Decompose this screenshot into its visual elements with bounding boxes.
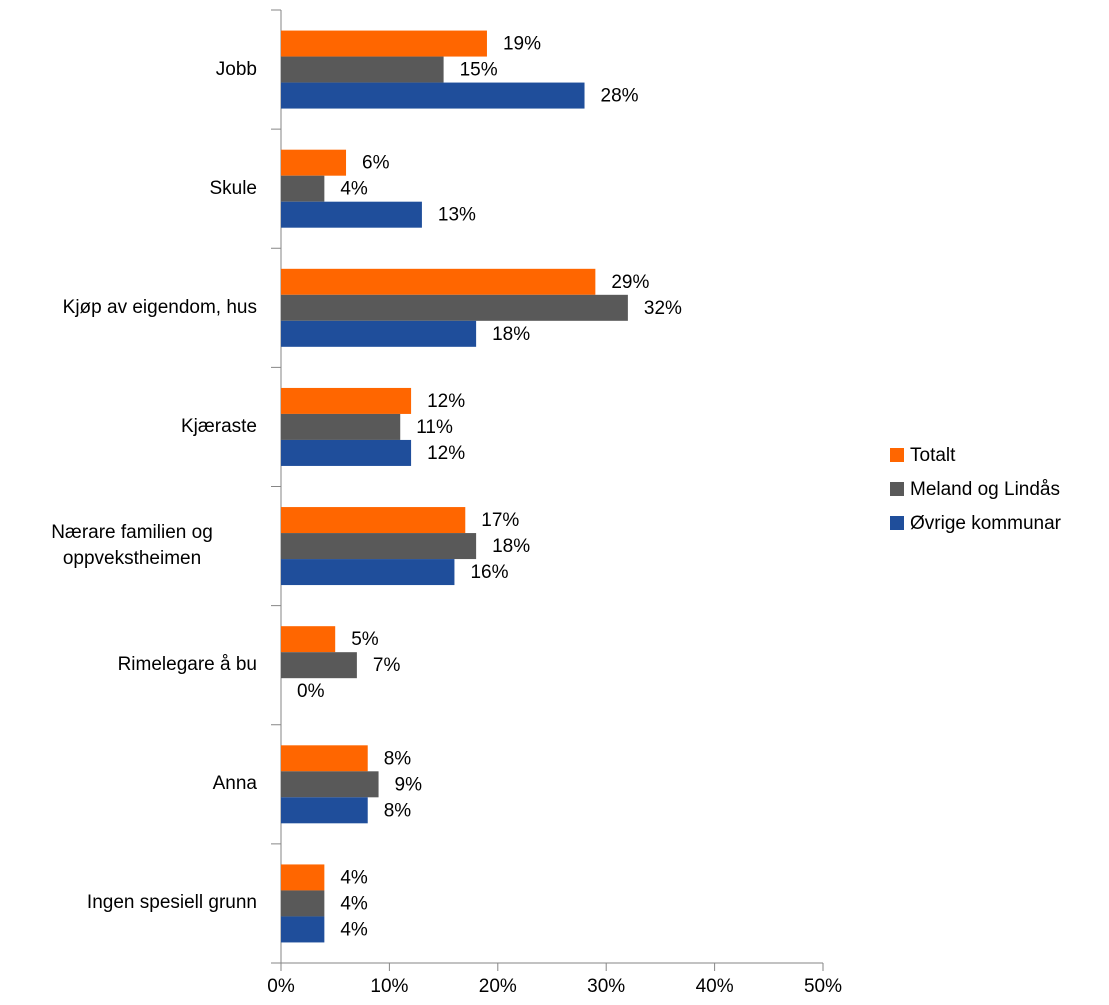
category-label: Skule — [209, 176, 257, 202]
category-label-text: Skule — [209, 177, 257, 199]
category-label: Rimelegare å bu — [118, 652, 257, 678]
bar — [281, 439, 412, 466]
bar — [281, 559, 455, 586]
bar — [281, 387, 412, 414]
bar — [281, 268, 596, 295]
value-label: 18% — [492, 536, 530, 557]
category-label-text: Jobb — [215, 58, 257, 80]
bar — [281, 30, 487, 57]
bar — [281, 916, 325, 943]
category-label: Jobb — [216, 57, 257, 83]
value-label: 16% — [470, 562, 508, 583]
category-label-text: Nærare familien og oppvekstheimen — [51, 522, 213, 570]
value-label: 4% — [340, 893, 368, 914]
legend-swatch — [890, 448, 904, 462]
x-tick-label: 40% — [696, 976, 734, 997]
value-label: 6% — [362, 153, 390, 174]
value-label: 32% — [644, 298, 682, 319]
category-label-text: Rimelegare å bu — [117, 654, 257, 676]
bar — [281, 56, 444, 83]
value-label: 12% — [427, 443, 465, 464]
bar — [281, 533, 477, 560]
value-label: 17% — [481, 510, 519, 531]
category-label: Kjæraste — [181, 414, 257, 440]
legend-label: Øvrige kommunar — [910, 513, 1062, 534]
bar — [281, 320, 477, 347]
legend-label: Meland og Lindås — [910, 479, 1060, 500]
bar — [281, 175, 325, 202]
legend-label: Totalt — [910, 445, 956, 466]
x-tick-label: 50% — [804, 976, 842, 997]
bar — [281, 413, 401, 440]
value-label: 8% — [384, 800, 412, 821]
category-label: Ingen spesiell grunn — [87, 890, 257, 916]
value-label: 19% — [503, 34, 541, 55]
value-label: 11% — [416, 417, 453, 438]
category-label: Anna — [213, 771, 257, 797]
bar — [281, 864, 325, 891]
value-label: 28% — [601, 86, 639, 107]
x-tick-label: 10% — [370, 976, 408, 997]
value-label: 5% — [351, 629, 379, 650]
category-label-text: Anna — [212, 773, 257, 795]
value-label: 4% — [340, 179, 368, 200]
value-label: 18% — [492, 324, 530, 345]
legend-swatch — [890, 482, 904, 496]
bar — [281, 82, 585, 109]
bar — [281, 771, 379, 798]
value-label: 8% — [384, 748, 412, 769]
category-label-text: Kjæraste — [180, 415, 257, 437]
category-label-text: Kjøp av eigendom, hus — [62, 296, 257, 318]
bar — [281, 201, 422, 228]
category-label: Kjøp av eigendom, hus — [63, 295, 257, 321]
x-tick-label: 20% — [479, 976, 517, 997]
value-label: 0% — [297, 681, 325, 702]
value-label: 4% — [340, 919, 368, 940]
value-label: 7% — [373, 655, 401, 676]
bar — [281, 294, 628, 321]
bar — [281, 797, 368, 824]
bar — [281, 149, 347, 176]
value-label: 9% — [395, 774, 423, 795]
bar — [281, 652, 357, 679]
value-label: 12% — [427, 391, 465, 412]
value-label: 4% — [340, 867, 368, 888]
legend-swatch — [890, 516, 904, 530]
value-label: 29% — [611, 272, 649, 293]
bar — [281, 890, 325, 917]
bar — [281, 626, 336, 653]
category-label: Nærare familien og oppvekstheimen — [7, 520, 257, 572]
bar — [281, 745, 368, 772]
value-label: 15% — [460, 60, 498, 81]
x-tick-label: 30% — [587, 976, 625, 997]
x-tick-label: 0% — [267, 976, 295, 997]
category-label-text: Ingen spesiell grunn — [86, 892, 257, 914]
bar — [281, 507, 466, 534]
value-label: 13% — [438, 205, 476, 226]
